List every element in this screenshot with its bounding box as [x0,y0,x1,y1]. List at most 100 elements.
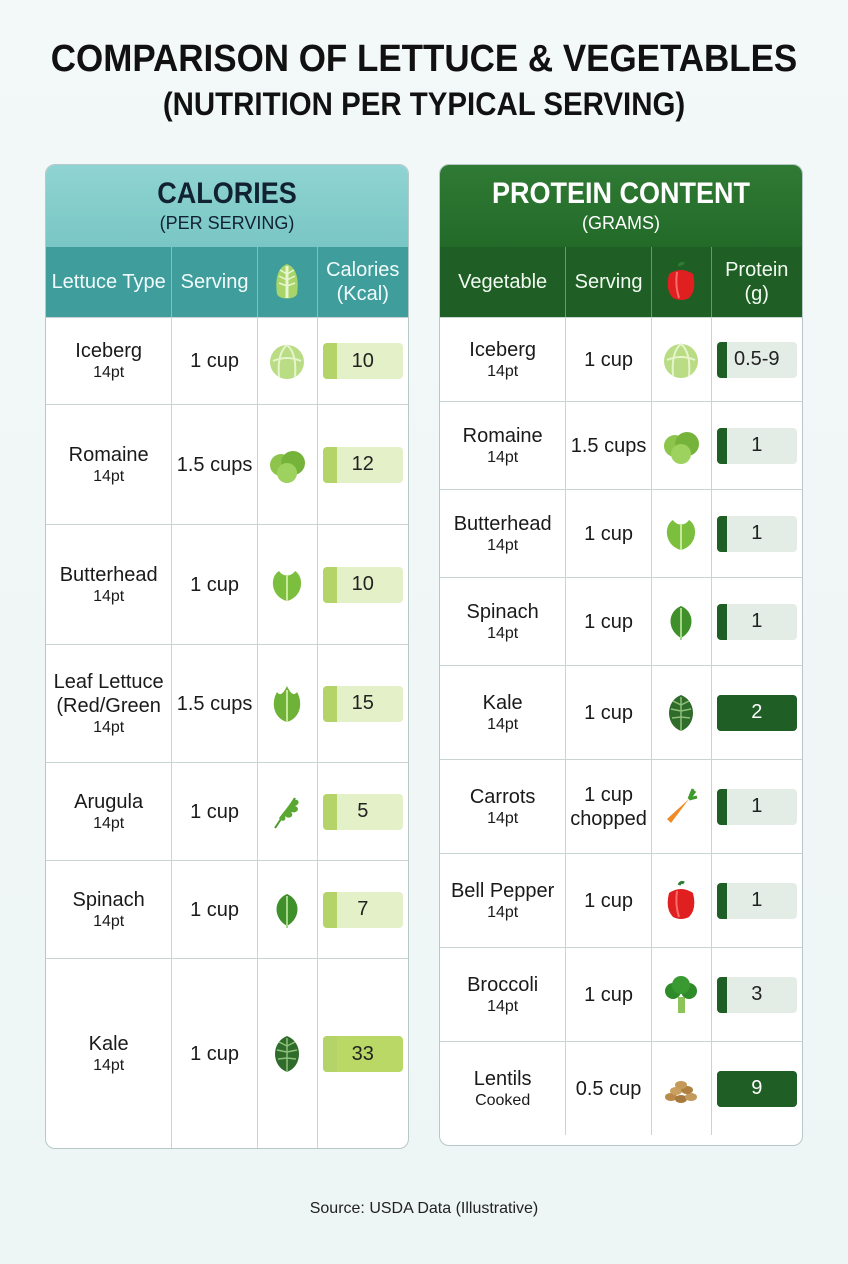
value-cell: 3 [712,948,803,1041]
item-name-cell: Kale 14pt [440,666,567,759]
calories-column-headers: Lettuce Type Serving Calories (Kcal) [46,247,408,317]
item-subtext: 14pt [93,587,125,605]
icon-cell [652,760,712,853]
serving-value: 1 cup [584,701,634,724]
page-title: COMPARISON OF LETTUCE & VEGETABLES [50,38,798,80]
serving-cell: 1 cup [172,763,258,860]
value-cell: 2 [712,666,803,759]
item-subtext: 14pt [487,624,519,642]
col-protein: Protein (g) [725,259,789,305]
item-subtext: 14pt [93,814,125,832]
col-icon [652,247,712,317]
calories-subheading: (PER SERVING) [159,213,295,233]
icon-cell [652,402,712,489]
bell-pepper-icon [667,261,695,300]
value-cell: 10 [318,525,409,644]
serving-cell: 1 cup [566,666,652,759]
col-serving: Serving [172,247,258,317]
serving-cell: 1 cup [172,318,258,404]
icon-cell [258,525,318,644]
spinach-icon [276,893,298,928]
item-name-cell: Butterhead 14pt [440,490,567,577]
protein-row: Butterhead 14pt 1 cup 1 [440,489,802,577]
item-subtext: 14pt [487,715,519,733]
serving-cell: 1 cup [172,861,258,958]
butterhead-icon [273,570,302,601]
lettuce-icon [276,264,298,299]
item-subtext: 14pt [93,1057,125,1074]
item-name-cell: Bell Pepper 14pt [440,854,567,947]
serving-cell: 1 cup [566,318,652,401]
serving-cell: 1.5 cups [172,405,258,524]
protein-header: PROTEIN CONTENT (GRAMS) [440,165,802,247]
item-name: Spinach [466,600,539,623]
protein-table: PROTEIN CONTENT (GRAMS) Vegetable Servin… [439,164,803,1146]
value-bar: 0.5-9 [716,341,797,378]
serving-cell: 1 cup [172,959,258,1148]
item-name: Iceberg [469,338,536,361]
item-subtext: Cooked [475,1091,531,1109]
item-subtext: 14pt [487,536,519,554]
serving-value: 1.5 cups [176,453,253,476]
calories-header: CALORIES (PER SERVING) [46,165,408,247]
icon-cell [652,948,712,1041]
protein-row: Carrots 14pt 1 cup chopped 1 [440,759,802,853]
icon-cell [652,318,712,401]
item-subtext: 14pt [487,448,519,466]
serving-cell: 1 cup [566,854,652,947]
calories-table: CALORIES (PER SERVING) Lettuce Type Serv… [45,164,409,1149]
icon-cell [652,666,712,759]
protein-row: Lentils Cooked 0.5 cup 9 [440,1041,802,1135]
calories-row: Leaf Lettuce (Red/Green 14pt 1.5 cups 15 [46,644,408,762]
protein-row: Kale 14pt 1 cup 2 [440,665,802,759]
serving-value: 1 cup [190,573,240,596]
serving-value: 1 cup [584,522,634,545]
serving-value: 1.5 cups [570,434,647,457]
item-name-cell: Kale 14pt [46,959,173,1148]
item-name: Romaine [68,443,149,466]
value-bar: 12 [322,446,403,483]
serving-value: 1 cup [190,800,240,823]
serving-cell: 1.5 cups [566,402,652,489]
protein-row: Bell Pepper 14pt 1 cup 1 [440,853,802,947]
value-text: 1 [751,795,763,817]
serving-cell: 0.5 cup [566,1042,652,1135]
icon-cell [258,763,318,860]
protein-row: Iceberg 14pt 1 cup 0.5-9 [440,317,802,401]
iceberg-icon [270,344,305,379]
value-cell: 33 [318,959,409,1148]
protein-subheading: (GRAMS) [582,213,660,233]
calories-rows: Iceberg 14pt 1 cup 10 Romaine 14pt 1.5 cups 12 B… [46,317,409,1148]
item-subtext: 14pt [93,718,125,736]
col-serving: Serving [566,247,652,317]
icon-cell [652,578,712,665]
value-text: 1 [751,889,763,911]
item-name-cell: Lentils Cooked [440,1042,567,1135]
item-name: Arugula [74,790,144,813]
value-cell: 1 [712,402,803,489]
item-name: Iceberg [75,340,142,362]
calories-heading: CALORIES [157,177,297,210]
value-cell: 1 [712,854,803,947]
value-bar: 9 [716,1070,797,1107]
protein-heading: PROTEIN CONTENT [491,177,750,210]
protein-row: Broccoli 14pt 1 cup 3 [440,947,802,1041]
value-bar: 33 [322,1036,403,1072]
value-bar: 10 [322,343,403,379]
serving-cell: 1 cup [566,490,652,577]
calories-row: Spinach 14pt 1 cup 7 [46,860,408,958]
value-cell: 7 [318,861,409,958]
lentils-icon [665,1080,698,1103]
broccoli-icon [665,975,698,1013]
serving-cell: 1 cup [566,578,652,665]
serving-cell: 1 cup [172,525,258,644]
leaf-lettuce-icon [273,685,301,722]
protein-row: Romaine 14pt 1.5 cups 1 [440,401,802,489]
item-name: Romaine [462,424,543,447]
value-text: 1 [751,434,763,456]
protein-row: Spinach 14pt 1 cup 1 [440,577,802,665]
serving-cell: 1 cup chopped [566,760,652,853]
arugula-icon [274,796,299,829]
page-subtitle: (NUTRITION PER TYPICAL SERVING) [162,86,686,122]
col-calories: Calories (Kcal) [326,259,400,305]
